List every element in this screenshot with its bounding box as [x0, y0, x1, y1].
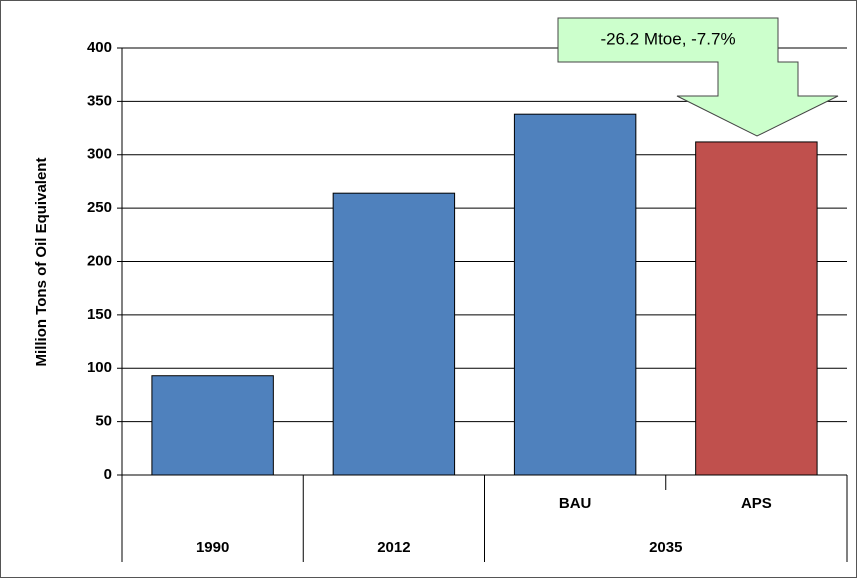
bar [151, 375, 274, 476]
annotation: -26.2 Mtoe, -7.7% [600, 29, 735, 48]
y-tick-label: 100 [87, 359, 112, 376]
y-tick-label: 400 [87, 39, 112, 56]
y-tick-label: 300 [87, 146, 112, 163]
x-subcategory-label: APS [741, 495, 772, 512]
x-category-label: 1990 [196, 539, 229, 556]
callout-arrow [557, 17, 839, 137]
y-tick-label: 200 [87, 252, 112, 269]
x-category-label: 2012 [377, 539, 410, 556]
y-tick-label: 50 [95, 413, 112, 430]
y-axis-title: Million Tons of Oil Equivalent [33, 158, 50, 367]
y-tick-label: 0 [104, 466, 112, 483]
bar [332, 192, 456, 476]
y-tick-label: 250 [87, 199, 112, 216]
bar [513, 113, 637, 476]
y-tick-label: 350 [87, 92, 112, 109]
x-subcategory-label: BAU [559, 495, 592, 512]
x-category-label: 2035 [649, 539, 682, 556]
bar [695, 141, 818, 476]
y-tick-label: 150 [87, 306, 112, 323]
